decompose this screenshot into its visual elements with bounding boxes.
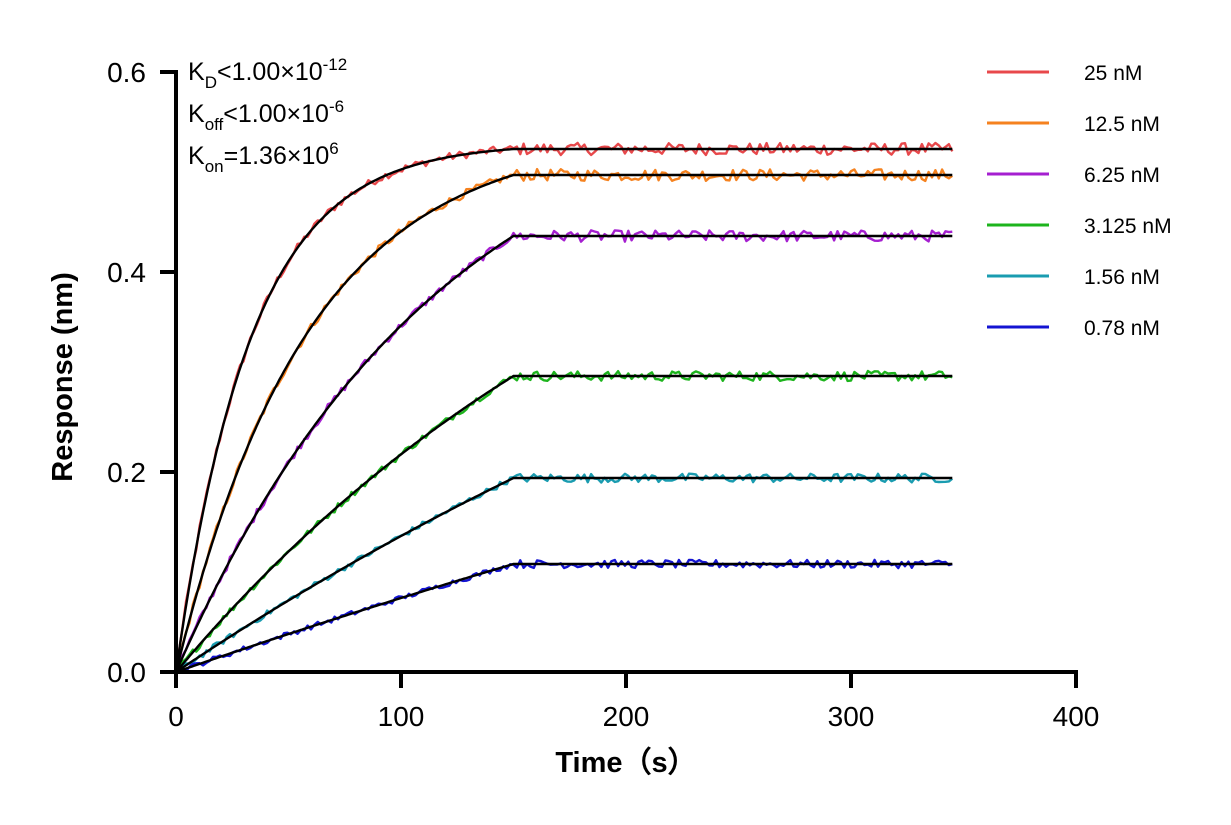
x-tick-label: 0 [168,701,184,732]
series-line-0 [174,141,954,673]
fit-line-1 [174,173,953,673]
x-tick-label: 400 [1053,701,1100,732]
series-line-3 [175,369,953,673]
y-tick-label: 0.0 [107,657,146,688]
fit-line-2 [174,234,953,673]
fit-curves [174,147,953,674]
y-tick-label: 0.6 [107,57,146,88]
kinetic-constants-annotation: KD<1.00×10-12 Koff<1.00×10-6 Kon=1.36×106 [188,55,347,176]
data-curves [174,141,954,674]
legend: 25 nM 12.5 nM 6.25 nM 3.125 nM 1.56 nM 0.78 n… [987,62,1172,340]
fit-line-4 [175,476,953,674]
legend-label-3: 3.125 nM [1084,215,1172,238]
legend-label-0: 25 nM [1084,62,1142,85]
x-axis-title: Time（s） [555,746,696,779]
series-line-5 [175,558,953,674]
y-ticks: 0.0 0.2 0.4 0.6 [107,57,176,688]
series-line-4 [175,472,954,673]
y-tick-label: 0.4 [107,257,146,288]
kinetic-constant-1: Koff<1.00×10-6 [188,97,344,134]
y-axis-title: Response (nm) [47,272,79,481]
legend-label-2: 6.25 nM [1084,164,1160,187]
kinetic-constant-2: Kon=1.36×106 [188,139,339,176]
x-tick-label: 300 [828,701,875,732]
series-line-2 [174,229,953,673]
fit-line-3 [175,374,953,673]
fit-line-0 [174,147,953,673]
legend-label-5: 0.78 nM [1084,317,1160,340]
kinetic-constant-0: KD<1.00×10-12 [188,55,347,92]
x-tick-label: 200 [603,701,650,732]
fit-line-5 [175,562,953,674]
x-ticks: 0 100 200 300 400 [168,672,1099,732]
x-tick-label: 100 [378,701,425,732]
legend-label-4: 1.56 nM [1084,266,1160,289]
legend-label-1: 12.5 nM [1084,113,1160,136]
y-tick-label: 0.2 [107,457,146,488]
